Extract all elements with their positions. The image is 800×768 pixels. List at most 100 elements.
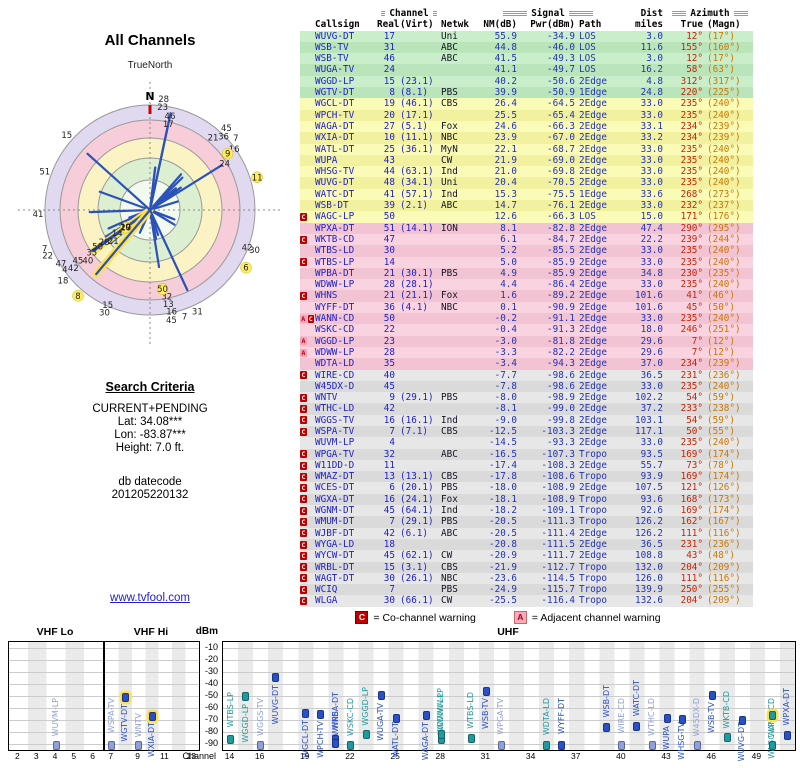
station-marker-WHNS[interactable]: [332, 738, 340, 748]
callsign-link[interactable]: WTHC-LD: [315, 403, 355, 415]
callsign-link[interactable]: WSB-DT: [315, 200, 349, 212]
callsign-link[interactable]: WUVM-LP: [315, 437, 355, 449]
station-marker-WNTV[interactable]: [135, 740, 143, 750]
callsign-link[interactable]: WNTV: [315, 392, 338, 404]
callsign-link[interactable]: WJBF-DT: [315, 527, 355, 539]
callsign-link[interactable]: WAGC-LP: [315, 211, 355, 223]
station-marker-WIRE-CD[interactable]: [618, 740, 626, 750]
station-marker-WATL-DT[interactable]: [392, 713, 400, 723]
callsign-link[interactable]: WMUM-DT: [315, 516, 355, 528]
co-channel-warning-icon: C: [300, 393, 307, 402]
adjacent-channel-warning-icon: A: [300, 314, 307, 323]
callsign-link[interactable]: WGTV-DT: [315, 87, 355, 99]
callsign-link[interactable]: WMAZ-DT: [315, 471, 355, 483]
callsign-link[interactable]: WXIA-DT: [315, 132, 355, 144]
azimuth-true: 111°: [680, 527, 703, 539]
callsign-link[interactable]: WGXA-DT: [315, 493, 355, 505]
callsign-link[interactable]: W11DD-D: [315, 459, 355, 471]
station-marker-WSPA-TV[interactable]: [108, 740, 116, 750]
table-row: C WTBS-LP 14 5.0 -85.9 2Edge 33.0 235° (240°): [300, 256, 753, 268]
callsign-link[interactable]: WATC-DT: [315, 188, 355, 200]
callsign-link[interactable]: WLGA: [315, 595, 338, 607]
callsign-link[interactable]: WHNS: [315, 290, 338, 302]
station-marker-WGGD-LP[interactable]: [362, 729, 370, 739]
gridline: [9, 708, 103, 709]
callsign-link[interactable]: WSB-TV: [315, 41, 349, 53]
station-marker-WSKC-CD[interactable]: [347, 740, 355, 750]
callsign-link[interactable]: WGGD-LP: [315, 335, 355, 347]
callsign-link[interactable]: WSB-TV: [315, 53, 349, 65]
station-marker-WTBS-LD[interactable]: [467, 734, 475, 744]
signal-path: 2Edge: [579, 166, 607, 178]
callsign-link[interactable]: WPXA-DT: [315, 222, 355, 234]
station-marker-WDWW-LP[interactable]: [437, 730, 445, 740]
station-marker-WATC-DT[interactable]: [633, 722, 641, 732]
callsign-link[interactable]: WPCH-TV: [315, 109, 355, 121]
station-marker-WPCH-TV[interactable]: [317, 709, 325, 719]
callsign-link[interactable]: WSPA-TV: [315, 425, 355, 437]
co-channel-warning-icon: C: [300, 461, 307, 470]
callsign-link[interactable]: WGCL-DT: [315, 98, 355, 110]
station-marker-WUVG-DT[interactable]: [272, 673, 280, 683]
callsign-link[interactable]: WTBS-LP: [315, 256, 355, 268]
azimuth-group-header: Azimuth: [667, 8, 753, 19]
station-marker-WGTV-DT[interactable]: [121, 692, 129, 702]
callsign-link[interactable]: WRBL-DT: [315, 561, 355, 573]
distance-miles: 33.0: [640, 245, 663, 257]
callsign-link[interactable]: WDTA-LD: [315, 358, 355, 370]
station-marker-WGCL-DT[interactable]: [302, 708, 310, 718]
station-marker-WUVG-DT[interactable]: [738, 716, 746, 726]
callsign-link[interactable]: WDWW-LP: [315, 346, 355, 358]
callsign-link[interactable]: WGGD-LP: [315, 75, 355, 87]
callsign-link[interactable]: WCES-DT: [315, 482, 355, 494]
station-marker-W45DX-D[interactable]: [693, 740, 701, 750]
power: -82.2: [547, 346, 575, 358]
callsign-link[interactable]: WGNM-DT: [315, 505, 355, 517]
callsign-link[interactable]: WUVG-DT: [315, 177, 355, 189]
callsign-link[interactable]: WPGA-TV: [315, 448, 355, 460]
station-marker-WHSG-TV[interactable]: [678, 715, 686, 725]
tvfool-link[interactable]: www.tvfool.com: [110, 592, 190, 604]
callsign-link[interactable]: WUGA-TV: [315, 64, 355, 76]
station-marker-WKTB-CD[interactable]: [723, 733, 731, 743]
station-marker-WPGA-TV[interactable]: [497, 740, 505, 750]
station-marker-WUVM-LP[interactable]: [52, 740, 60, 750]
callsign-link[interactable]: W45DX-D: [315, 380, 355, 392]
station-marker-WTHC-LD[interactable]: [648, 740, 656, 750]
callsign-link[interactable]: WDWW-LP: [315, 279, 355, 291]
station-marker-WGGS-TV[interactable]: [257, 740, 265, 750]
station-marker-WPXA-DT[interactable]: [783, 730, 791, 740]
signal-path: 2Edge: [579, 132, 607, 144]
station-marker-WYFF-DT[interactable]: [558, 740, 566, 750]
callsign-link[interactable]: WAGT-DT: [315, 572, 355, 584]
callsign-link[interactable]: WTBS-LD: [315, 245, 355, 257]
station-marker-WUGA-TV[interactable]: [377, 691, 385, 701]
callsign-link[interactable]: WKTB-CD: [315, 233, 355, 245]
station-marker-WDTA-LD[interactable]: [543, 740, 551, 750]
station-marker-WSB-DT[interactable]: [603, 722, 611, 732]
station-marker-WANN-CD[interactable]: [768, 740, 776, 750]
callsign-link[interactable]: WYFF-DT: [315, 301, 355, 313]
station-marker-WSB-TV[interactable]: [708, 690, 716, 700]
callsign-link[interactable]: WUPA: [315, 154, 338, 166]
callsign-link[interactable]: WIRE-CD: [315, 369, 355, 381]
station-marker-WAGC-LP[interactable]: [768, 711, 776, 721]
callsign-link[interactable]: WHSG-TV: [315, 166, 355, 178]
callsign-link[interactable]: WCIQ: [315, 584, 338, 596]
station-marker-WTBS-LP[interactable]: [227, 734, 235, 744]
station-marker-WAGA-DT[interactable]: [422, 711, 430, 721]
callsign-link[interactable]: WUVG-DT: [315, 30, 355, 42]
station-marker-WSB-TV[interactable]: [482, 686, 490, 696]
radar-channel-label: 17: [163, 120, 174, 130]
station-marker-WUPA[interactable]: [663, 714, 671, 724]
callsign-link[interactable]: WATL-DT: [315, 143, 355, 155]
station-marker-WXIA-DT[interactable]: [148, 711, 156, 721]
callsign-link[interactable]: WGGS-TV: [315, 414, 355, 426]
station-marker-WGGD-LP[interactable]: [242, 692, 250, 702]
callsign-link[interactable]: WYGA-LD: [315, 538, 355, 550]
callsign-link[interactable]: WAGA-DT: [315, 120, 355, 132]
callsign-link[interactable]: WPBA-DT: [315, 267, 355, 279]
callsign-link[interactable]: WANN-CD: [315, 313, 355, 325]
callsign-link[interactable]: WSKC-CD: [315, 324, 355, 336]
callsign-link[interactable]: WYCW-DT: [315, 550, 355, 562]
